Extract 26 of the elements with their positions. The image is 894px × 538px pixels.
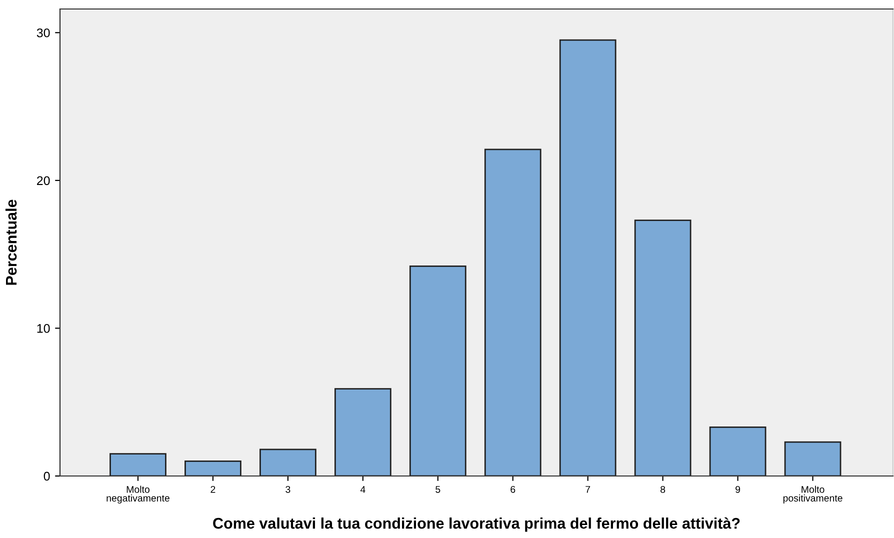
x-tick-label: 5 bbox=[436, 486, 440, 493]
bar bbox=[259, 448, 316, 476]
bar bbox=[484, 148, 542, 476]
y-axis-title: Percentuale bbox=[5, 200, 17, 285]
bar bbox=[634, 220, 692, 476]
x-tick-label: 7 bbox=[586, 486, 590, 493]
y-tick-label: 10 bbox=[37, 324, 50, 333]
x-tick-label: 8 bbox=[660, 486, 666, 493]
x-tick-label: Molto positivamente bbox=[783, 486, 842, 504]
bar bbox=[184, 460, 242, 476]
x-tick-label: 6 bbox=[510, 486, 516, 493]
y-tick-label: 20 bbox=[37, 176, 50, 186]
x-tick-label: Molto negativamente bbox=[106, 486, 170, 504]
bar bbox=[784, 441, 842, 476]
bar bbox=[334, 388, 392, 476]
bar bbox=[409, 265, 466, 476]
x-tick-label: 3 bbox=[286, 486, 290, 493]
x-tick-label: 4 bbox=[360, 486, 366, 493]
bar bbox=[110, 453, 166, 476]
bar bbox=[559, 39, 616, 476]
y-tick-label: 0 bbox=[44, 472, 50, 481]
bar bbox=[709, 426, 766, 476]
y-tick-label: 30 bbox=[36, 28, 50, 38]
x-tick-label: 9 bbox=[736, 486, 740, 493]
x-tick-label: 2 bbox=[210, 486, 216, 493]
x-axis-title: Come valutavi la tua condizione lavorativa prima del fermo delle attività? bbox=[213, 517, 740, 532]
